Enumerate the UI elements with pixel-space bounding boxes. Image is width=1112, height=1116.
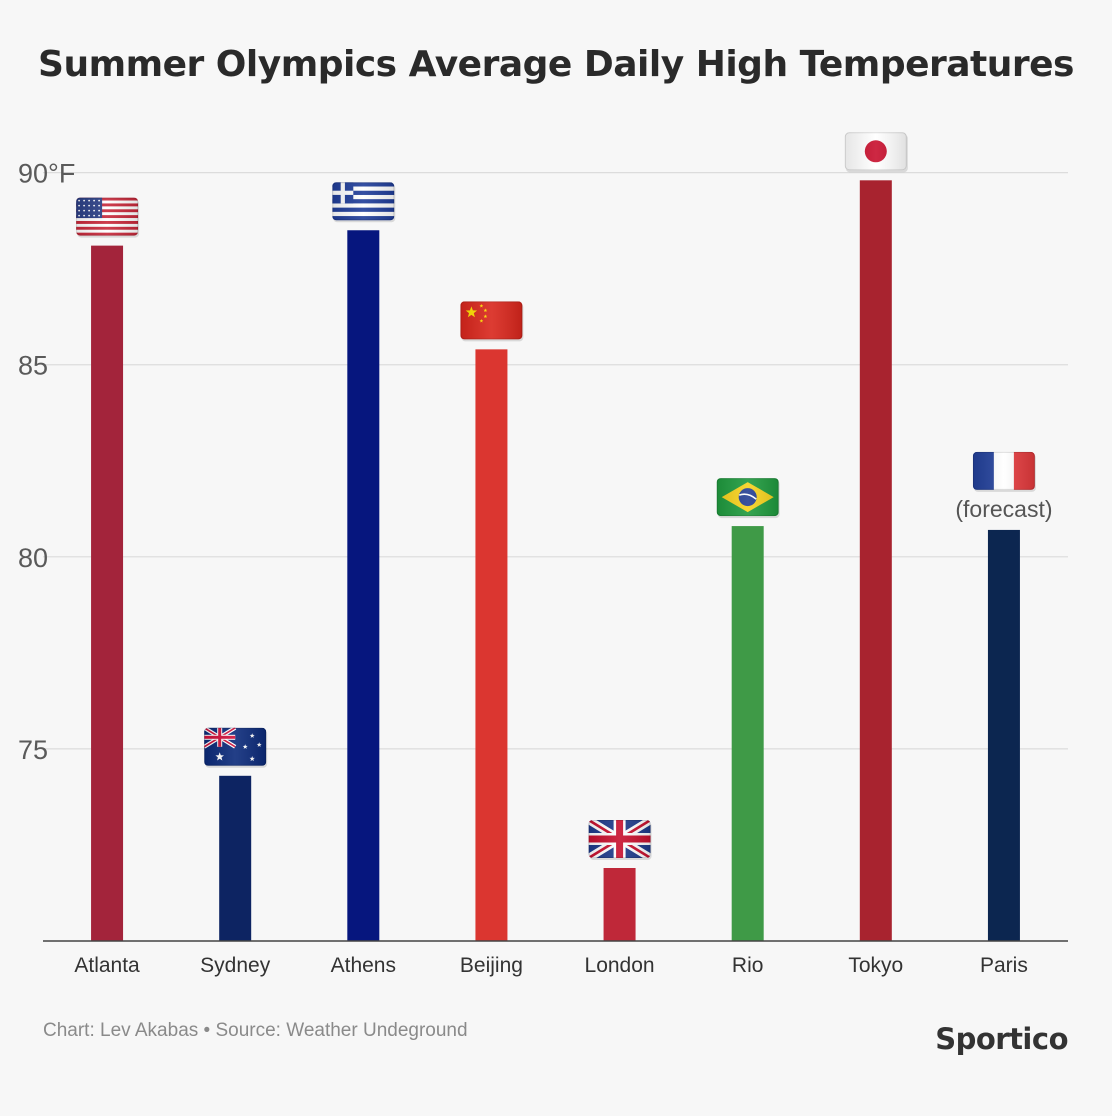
x-tick-label: London (585, 954, 655, 977)
y-tick-label: 85 (18, 351, 48, 381)
greece-flag-icon (332, 182, 396, 223)
uk-flag-icon (588, 820, 652, 860)
x-tick-label: Beijing (460, 954, 523, 977)
forecast-annotation: (forecast) (955, 496, 1052, 522)
bar-sydney (219, 775, 252, 941)
y-tick-label: 80 (18, 543, 48, 573)
x-tick-label: Athens (331, 954, 396, 977)
chart-title: Summer Olympics Average Daily High Tempe… (38, 44, 1074, 85)
bar-paris (987, 529, 1020, 941)
x-tick-label: Tokyo (848, 954, 903, 977)
source-credit: Chart: Lev Akabas • Source: Weather Unde… (43, 1020, 468, 1041)
x-tick-label: Atlanta (74, 954, 140, 977)
us-flag-icon (76, 197, 140, 238)
annotations: (forecast) (955, 496, 1052, 522)
x-axis-labels: Atlanta Sydney Athens Beijing London Rio Tokyo… (74, 954, 1028, 977)
x-tick-label: Rio (732, 954, 764, 977)
flags (76, 132, 1036, 860)
bar-rio (731, 526, 764, 941)
y-tick-label: 90°F (18, 159, 75, 189)
bars (91, 180, 1020, 942)
china-flag-icon (460, 301, 524, 342)
bar-atlanta (91, 245, 124, 941)
y-axis-ticks: 90°F 85 80 75 (18, 159, 75, 765)
x-tick-label: Sydney (200, 954, 271, 977)
gridlines (43, 172, 1068, 750)
bar-tokyo (859, 180, 892, 941)
brazil-flag-icon (716, 478, 780, 519)
brand-logo: Sportico (935, 1022, 1068, 1056)
australia-flag-icon (204, 727, 268, 768)
bar-london (603, 868, 636, 941)
x-tick-label: Paris (980, 954, 1028, 977)
y-tick-label: 75 (18, 735, 48, 765)
bar-beijing (475, 349, 508, 941)
japan-flag-icon (844, 132, 908, 173)
bar-athens (347, 230, 380, 942)
france-flag-icon (972, 451, 1036, 492)
